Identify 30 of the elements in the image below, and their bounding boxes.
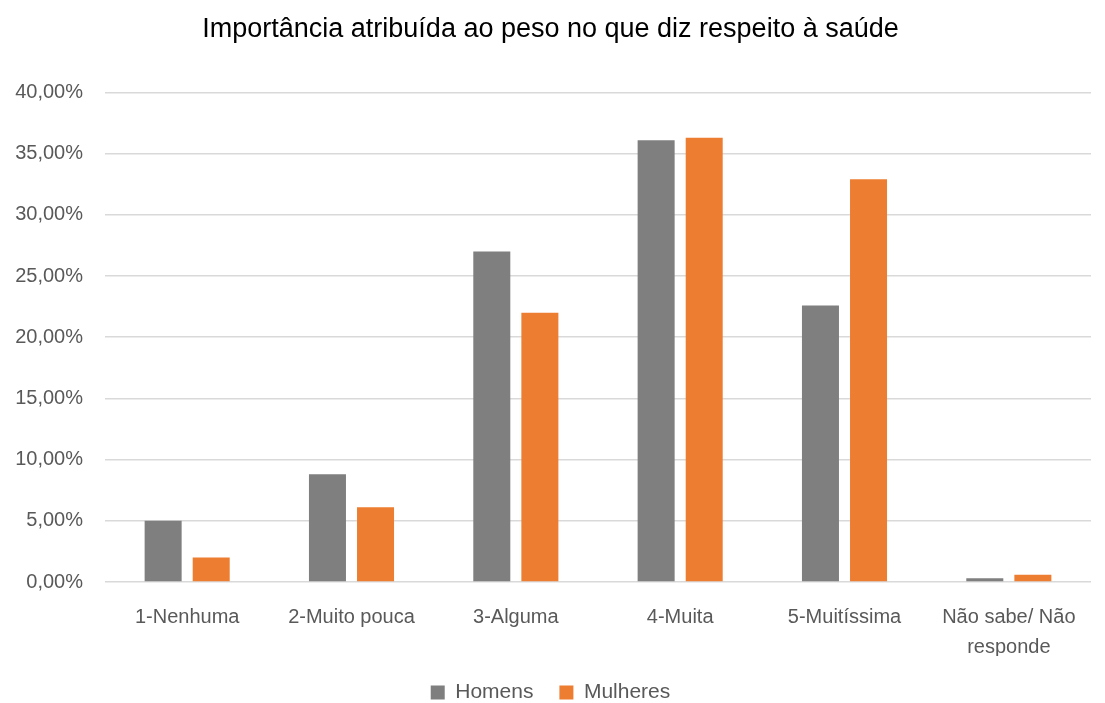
x-tick-label: 4-Muita [646,604,715,627]
legend-label: Mulheres [583,679,671,703]
bar [473,251,511,582]
x-tick-label: 2-Muito pouca [288,604,416,627]
bar [144,520,182,582]
x-tick-label: Não sabe/ Não responde [942,604,1076,657]
y-tick-label: 10,00% [15,447,84,470]
chart-title: Importância atribuída ao peso no que diz respeito à saúde [202,12,899,43]
y-tick-label: 40,00% [15,79,84,102]
y-tick-label: 35,00% [15,141,84,164]
x-tick-label: 3-Alguma [473,604,560,627]
bar [308,474,346,582]
bar [192,557,230,582]
x-tick-label: 5-Muitíssima [787,604,903,627]
bar [966,578,1004,582]
legend-label: Homens [455,679,534,703]
bar [357,507,395,582]
bar [801,305,839,582]
y-tick-label: 0,00% [26,569,84,592]
y-tick-label: 5,00% [26,508,84,531]
bar [521,312,559,582]
y-tick-label: 20,00% [15,324,84,347]
y-tick-label: 15,00% [15,385,84,408]
bar [850,179,888,582]
y-tick-label: 30,00% [15,202,84,225]
y-tick-label: 25,00% [15,263,84,286]
bar [685,137,723,582]
bar [1014,574,1052,582]
bar [637,140,675,582]
x-tick-label: 1-Nenhuma [134,604,241,627]
